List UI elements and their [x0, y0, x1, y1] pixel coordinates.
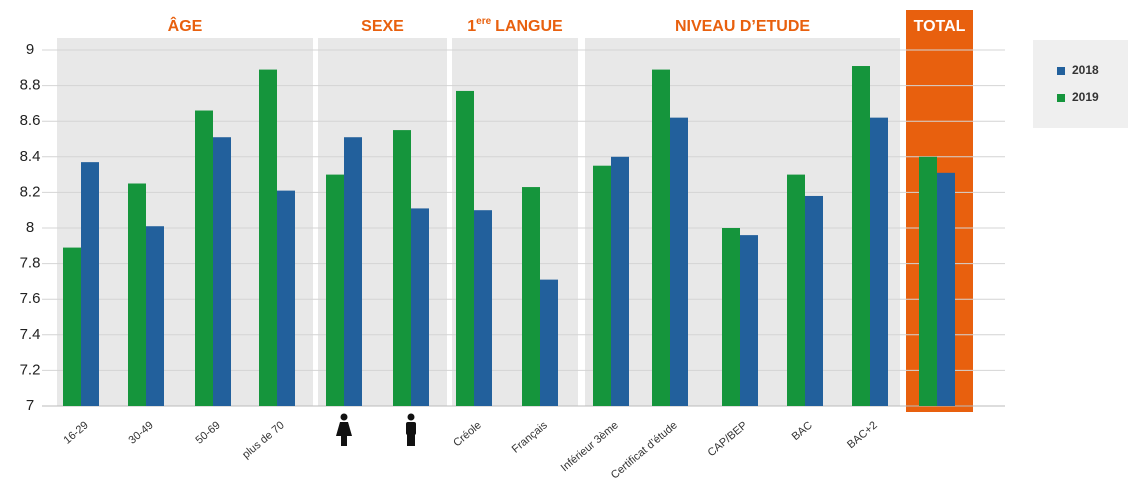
- bar: [740, 235, 758, 406]
- bar: [393, 130, 411, 406]
- bar: [805, 195, 823, 406]
- x-tick-label: 50-69: [194, 419, 223, 446]
- section-label: SEXE: [361, 18, 404, 35]
- bar: [128, 183, 146, 406]
- y-tick-label: 7.6: [20, 290, 41, 307]
- section-label: ÂGE: [168, 16, 203, 35]
- y-tick-label: 8.6: [20, 112, 41, 129]
- bars: [63, 66, 955, 407]
- bar: [722, 228, 740, 406]
- legend: 2018 2019: [1057, 63, 1099, 104]
- bar: [259, 69, 277, 406]
- bar: [146, 226, 164, 406]
- bar: [411, 208, 429, 406]
- y-tick-label: 8: [26, 219, 34, 236]
- x-tick-label: Créole: [451, 419, 484, 449]
- bar: [870, 117, 888, 406]
- bar: [326, 174, 344, 406]
- section-title: 1ere LANGUE: [467, 16, 563, 36]
- bar: [919, 156, 937, 406]
- bar: [456, 90, 474, 406]
- legend-label: 2019: [1072, 90, 1099, 104]
- legend-swatch: [1057, 94, 1065, 102]
- section-title: NIVEAU D’ETUDE: [675, 18, 810, 35]
- legend-box: [1033, 40, 1128, 128]
- x-tick-label: 16-29: [62, 419, 91, 446]
- bar: [670, 117, 688, 406]
- y-tick-label: 7: [26, 397, 34, 414]
- bar: [63, 247, 81, 406]
- section-label: LANGUE: [495, 18, 563, 35]
- bar: [652, 69, 670, 406]
- bar: [213, 137, 231, 406]
- section-title: ÂGE: [168, 16, 203, 35]
- bar: [474, 210, 492, 406]
- section-label: NIVEAU D’ETUDE: [675, 18, 810, 35]
- panels: [57, 10, 973, 412]
- bar: [611, 156, 629, 406]
- bar: [277, 190, 295, 406]
- x-tick-label: 30-49: [127, 419, 156, 446]
- section-sup: ere: [476, 16, 491, 27]
- x-tick-label: BAC: [790, 419, 815, 443]
- x-tick-label: Français: [510, 419, 550, 456]
- y-tick-label: 8.2: [20, 183, 41, 200]
- y-tick-label: 8.4: [20, 148, 41, 165]
- y-tick-label: 8.8: [20, 77, 41, 94]
- x-tick-label: Inférieur 3ème: [559, 419, 621, 474]
- bar: [787, 174, 805, 406]
- y-tick-label: 9: [26, 41, 34, 58]
- x-tick-label: plus de 70: [240, 419, 287, 461]
- bar: [522, 187, 540, 406]
- bar: [937, 172, 955, 406]
- female-icon: [336, 413, 352, 446]
- bar: [195, 110, 213, 407]
- y-tick-label: 7.2: [20, 361, 41, 378]
- male-icon: [406, 413, 416, 446]
- y-tick-label: 7.8: [20, 255, 41, 272]
- bar: [344, 137, 362, 406]
- bar: [540, 279, 558, 406]
- bar: [81, 162, 99, 406]
- section-title: SEXE: [361, 18, 404, 35]
- y-tick-label: 7.4: [20, 326, 41, 343]
- legend-swatch: [1057, 67, 1065, 75]
- x-tick-label: CAP/BEP: [706, 419, 750, 459]
- bar: [852, 66, 870, 407]
- section-prefix: 1: [467, 18, 476, 35]
- legend-label: 2018: [1072, 63, 1099, 77]
- section-title: TOTAL: [914, 18, 966, 35]
- section-label: TOTAL: [914, 18, 966, 35]
- x-tick-label: BAC+2: [845, 419, 880, 451]
- bar: [593, 165, 611, 406]
